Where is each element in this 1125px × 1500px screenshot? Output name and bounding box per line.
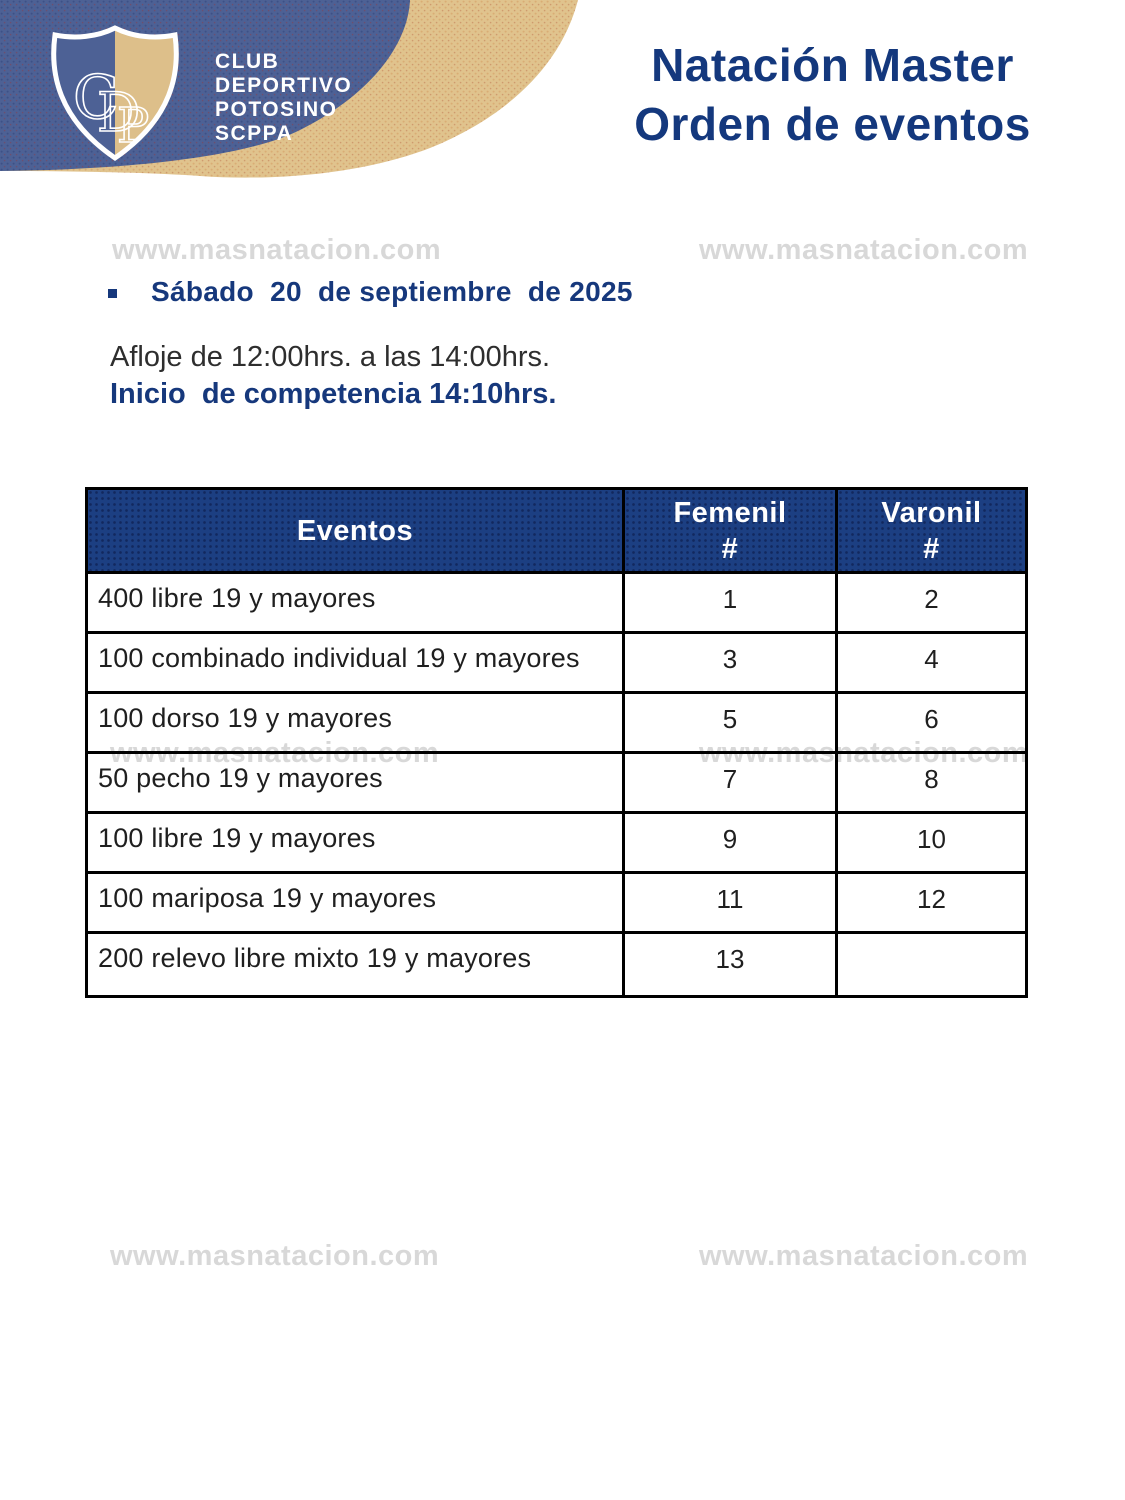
watermark-masnatacion: www.masnatacion.com [699,1240,1029,1272]
event-name-cell: 100 combinado individual 19 y mayores [85,631,625,694]
watermark-masnatacion: www.masnatacion.com [110,1240,440,1272]
event-name-cell: 100 dorso 19 y mayores [85,691,625,754]
femenil-number-cell: 13 [622,931,838,998]
col-header-femenil: Femenil # [622,487,838,574]
monogram-letter-p: P [117,98,149,154]
varonil-number-cell: 10 [835,811,1028,874]
event-name-cell: 100 libre 19 y mayores [85,811,625,874]
club-name-line: DEPORTIVO [215,74,353,97]
header-banner: C D P [0,0,578,178]
shield-outline [51,25,179,162]
events-table: Eventos Femenil # Varonil # 400 libre 19… [85,487,1028,998]
date-line: Sábado 20 de septiembre de 2025 [108,276,633,308]
femenil-number-cell: 1 [622,571,838,634]
monogram-letter-c: C [73,63,119,133]
bullet-square-icon [108,288,117,298]
table-row: 100 dorso 19 y mayores 5 6 [85,691,1028,754]
club-name-line: POTOSINO [215,98,338,121]
club-name-line: SCPPA [215,122,294,145]
event-name-cell: 200 relevo libre mixto 19 y mayores [85,931,625,998]
club-shield-logo: C D P [51,25,179,162]
femenil-number-cell: 7 [622,751,838,814]
femenil-number-cell: 3 [622,631,838,694]
event-name-cell: 50 pecho 19 y mayores [85,751,625,814]
shield-blue-half [53,28,115,158]
event-date: Sábado 20 de septiembre de 2025 [151,276,633,307]
title-line-1: Natación Master [651,39,1014,91]
varonil-number-cell: 8 [835,751,1028,814]
monogram-letter-d: D [97,81,140,144]
table-row: 400 libre 19 y mayores 1 2 [85,571,1028,634]
col-header-varonil: Varonil # [835,487,1028,574]
femenil-number-cell: 11 [622,871,838,934]
watermark-masnatacion: www.masnatacion.com [112,234,442,266]
femenil-number-cell: 5 [622,691,838,754]
club-name: CLUB DEPORTIVO POTOSINO SCPPA [215,50,352,146]
varonil-number-cell: 2 [835,571,1028,634]
col-header-varonil-label: Varonil [881,496,982,529]
col-header-varonil-number-symbol: # [923,532,940,565]
varonil-number-cell: 4 [835,631,1028,694]
table-row: 100 mariposa 19 y mayores 11 12 [85,871,1028,934]
club-name-line: CLUB [215,50,280,73]
warmup-time: Afloje de 12:00hrs. a las 14:00hrs. [110,341,551,373]
table-row: 100 libre 19 y mayores 9 10 [85,811,1028,874]
table-row: 100 combinado individual 19 y mayores 3 … [85,631,1028,694]
col-header-femenil-number-symbol: # [721,532,739,565]
varonil-number-cell: 6 [835,691,1028,754]
femenil-number-cell: 9 [622,811,838,874]
varonil-number-cell [835,931,1028,998]
col-header-femenil-label: Femenil [673,496,787,529]
watermark-masnatacion: www.masnatacion.com [699,234,1029,266]
table-row: 50 pecho 19 y mayores 7 8 [85,751,1028,814]
table-header-row: Eventos Femenil # Varonil # [85,487,1028,574]
title-line-2: Orden de eventos [634,98,1031,150]
varonil-number-cell: 12 [835,871,1028,934]
page-title: Natación Master Orden de eventos [560,36,1105,154]
event-name-cell: 400 libre 19 y mayores [85,571,625,634]
competition-start-time: Inicio de competencia 14:10hrs. [110,378,557,410]
col-header-eventos: Eventos [85,487,625,574]
table-row: 200 relevo libre mixto 19 y mayores 13 [85,931,1028,998]
event-name-cell: 100 mariposa 19 y mayores [85,871,625,934]
